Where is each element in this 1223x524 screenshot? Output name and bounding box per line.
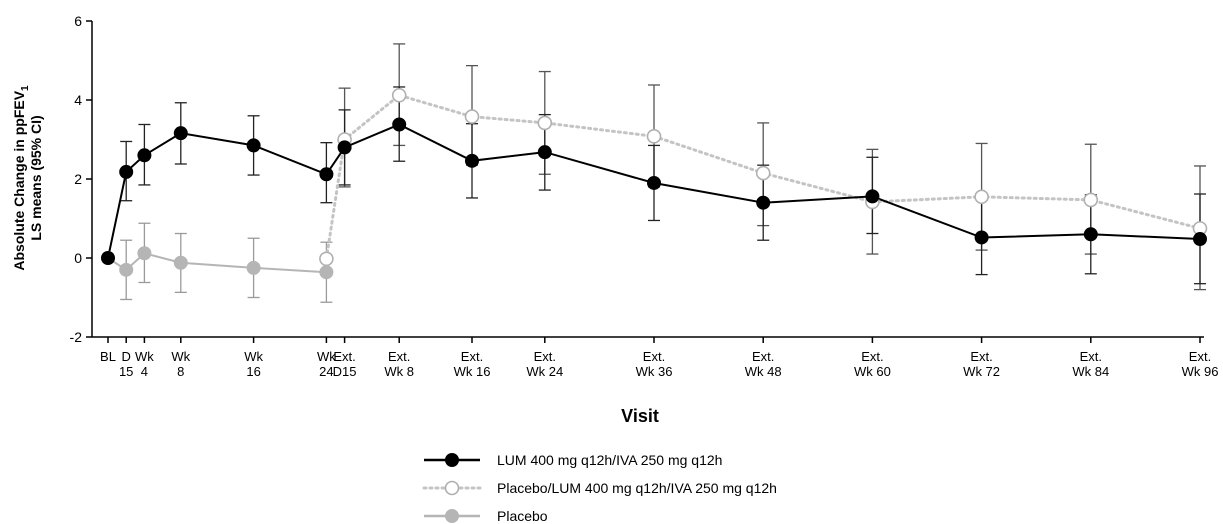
series-line	[107, 123, 1201, 259]
marker-open	[537, 115, 553, 131]
y-tick-label: 6	[74, 13, 82, 29]
marker-filled	[319, 167, 334, 182]
legend-marker	[445, 453, 459, 467]
marker-open	[755, 165, 771, 181]
marker-open	[646, 129, 662, 144]
legend-item: LUM 400 mg q12h/IVA 250 mg q12h	[424, 452, 722, 468]
x-tick-label: Ext. Wk 48	[745, 349, 782, 379]
marker-filled	[246, 138, 261, 153]
y-tick-label: -2	[70, 329, 83, 345]
x-tick-label: Wk 24	[317, 349, 336, 379]
x-tick-label: Ext. Wk 8	[384, 349, 414, 379]
y-tick-label: 2	[74, 171, 82, 187]
x-tick-label: Ext. Wk 60	[854, 349, 891, 379]
x-tick-label: Ext. D15	[333, 349, 357, 379]
error-bars	[120, 43, 1206, 303]
legend-marker	[445, 509, 459, 523]
marker-filled	[756, 195, 771, 210]
marker-filled	[865, 189, 880, 204]
legend-label: Placebo	[497, 508, 548, 524]
marker-filled-gray	[173, 255, 188, 270]
marker-filled	[647, 175, 661, 190]
legend-label: Placebo/LUM 400 mg q12h/IVA 250 mg q12h	[497, 480, 777, 496]
marker-filled	[173, 126, 188, 141]
marker-filled	[337, 140, 352, 155]
y-tick-label: 4	[74, 92, 82, 108]
marker-filled	[392, 117, 407, 132]
marker-open	[391, 87, 407, 103]
marker-filled-gray	[137, 246, 152, 261]
x-tick-label: BL	[100, 349, 116, 364]
marker-filled-gray	[119, 262, 134, 277]
marker-filled	[537, 145, 552, 160]
x-tick-label: Wk 8	[171, 349, 190, 379]
legend-marker	[444, 480, 460, 496]
marker-filled	[101, 251, 115, 265]
x-tick-label: Wk 4	[135, 349, 154, 379]
marker-filled	[1083, 227, 1098, 242]
marker-filled-gray	[319, 265, 334, 280]
marker-filled	[974, 230, 989, 245]
legend-item: Placebo	[424, 508, 548, 524]
marker-open	[319, 251, 334, 267]
marker-filled-gray	[246, 260, 261, 275]
x-tick-label: Wk 16	[244, 349, 263, 379]
legend-item: Placebo/LUM 400 mg q12h/IVA 250 mg q12h	[422, 480, 777, 496]
series-markers	[101, 87, 1208, 280]
y-tick-label: 0	[74, 250, 82, 266]
x-tick-label: Ext. Wk 84	[1072, 349, 1109, 379]
marker-filled	[1193, 232, 1207, 247]
marker-open	[464, 109, 480, 124]
marker-filled	[137, 148, 152, 163]
x-tick-label: Ext. Wk 24	[526, 349, 563, 379]
x-tick-label: D 15	[119, 349, 133, 379]
x-tick-label: Ext. Wk 96	[1182, 349, 1219, 379]
x-axis-label: Visit	[621, 406, 659, 426]
y-axis-label: Absolute Change in ppFEV1LS means (95% C…	[11, 85, 44, 271]
marker-open	[974, 189, 989, 205]
marker-open	[1083, 192, 1099, 208]
marker-filled	[465, 153, 479, 168]
x-tick-label: Ext. Wk 16	[454, 349, 491, 379]
x-tick-label: Ext. Wk 36	[636, 349, 673, 379]
x-tick-label: Ext. Wk 72	[963, 349, 1000, 379]
legend: LUM 400 mg q12h/IVA 250 mg q12h Placebo/L…	[422, 452, 777, 524]
marker-filled	[119, 164, 134, 179]
legend-label: LUM 400 mg q12h/IVA 250 mg q12h	[497, 452, 722, 468]
